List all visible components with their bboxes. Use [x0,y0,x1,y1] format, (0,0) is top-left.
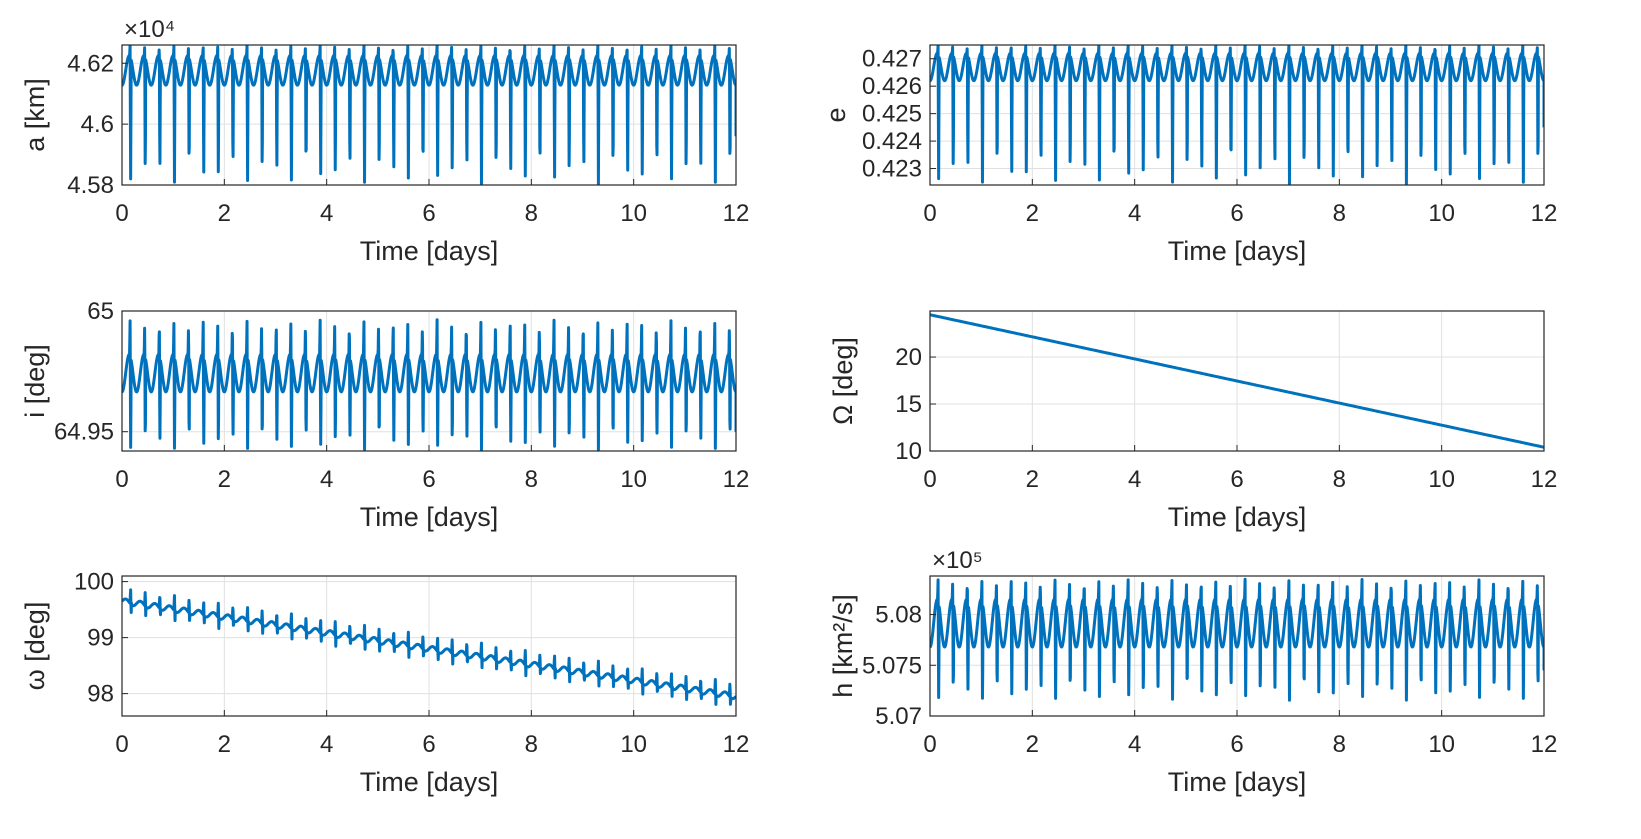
x-tick-label: 4 [320,731,333,758]
y-tick-label: 65 [87,298,114,325]
y-axis-label: Ω [deg] [828,337,858,425]
x-tick-label: 8 [1333,200,1346,227]
y-tick-label: 4.62 [67,50,114,77]
x-tick-label: 12 [723,200,750,227]
x-tick-label: 6 [422,731,435,758]
x-tick-label: 4 [1128,466,1141,493]
x-axis-label: Time [days] [1168,236,1307,266]
x-tick-label: 12 [1531,200,1558,227]
y-axis-label: ω [deg] [20,602,50,691]
x-tick-label: 2 [1026,731,1039,758]
subplot-6: 0 2 4 6 8 10 12 5.07 5.075 5.08 Time [days] h [km²/… [828,547,1557,797]
series-line [122,318,736,451]
series-line [930,577,1544,702]
y-tick-label: 4.58 [67,172,114,199]
y-tick-label: 64.95 [54,419,114,446]
y-tick-label: 0.425 [862,101,922,128]
y-axis-label: i [deg] [20,344,50,418]
series-line [122,45,736,185]
y-tick-label: 0.423 [862,156,922,183]
x-tick-label: 12 [1531,731,1558,758]
x-tick-label: 2 [1026,200,1039,227]
x-tick-label: 2 [218,200,231,227]
y-tick-label: 0.424 [862,128,922,155]
x-tick-label: 10 [1428,466,1455,493]
x-axis-label: Time [days] [360,767,499,797]
y-tick-label: 98 [87,681,114,708]
y-tick-label: 5.08 [875,602,922,629]
x-tick-label: 8 [1333,731,1346,758]
series-line [930,313,1544,449]
y-tick-label: 0.427 [862,46,922,73]
y-tick-label: 15 [895,391,922,418]
x-tick-label: 6 [422,466,435,493]
x-tick-label: 10 [620,466,647,493]
x-tick-label: 6 [422,200,435,227]
x-axis-label: Time [days] [1168,502,1307,532]
x-tick-label: 2 [218,731,231,758]
series-line [930,45,1544,185]
x-tick-label: 0 [115,731,128,758]
x-tick-label: 8 [525,731,538,758]
y-tick-label: 20 [895,344,922,371]
x-tick-label: 12 [1531,466,1558,493]
x-tick-label: 4 [320,200,333,227]
x-tick-label: 10 [620,731,647,758]
y-tick-label: 0.426 [862,73,922,100]
x-tick-label: 0 [115,200,128,227]
y-tick-label: 5.07 [875,703,922,730]
y-exponent-label: ×10⁴ [124,16,175,43]
x-tick-label: 12 [723,731,750,758]
subplot-5: 0 2 4 6 8 10 12 98 99 100 Time [days] ω [deg] [20,569,749,797]
y-axis-label: e [821,107,851,122]
x-tick-label: 2 [1026,466,1039,493]
x-tick-label: 4 [1128,200,1141,227]
x-tick-label: 0 [115,466,128,493]
series-line [122,588,736,706]
subplot-1: 0 2 4 6 8 10 12 4.58 4.6 4.62 Time [days] a [km] ×10… [20,16,749,266]
y-exponent-label: ×10⁵ [932,547,983,574]
x-tick-label: 0 [923,731,936,758]
x-tick-label: 12 [723,466,750,493]
subplot-4: 0 2 4 6 8 10 12 10 15 20 Time [days] Ω [deg] [828,310,1558,532]
x-tick-label: 0 [923,200,936,227]
x-tick-label: 10 [1428,731,1455,758]
x-tick-label: 0 [923,466,936,493]
x-tick-label: 6 [1230,200,1243,227]
x-tick-label: 8 [1333,466,1346,493]
y-tick-label: 100 [74,569,114,596]
y-axis-label: a [km] [20,78,50,152]
x-tick-label: 4 [320,466,333,493]
x-tick-label: 8 [525,466,538,493]
x-tick-label: 2 [218,466,231,493]
x-axis-label: Time [days] [1168,767,1307,797]
x-tick-label: 4 [1128,731,1141,758]
y-tick-label: 5.075 [862,652,922,679]
x-axis-label: Time [days] [360,236,499,266]
x-axis-label: Time [days] [360,502,499,532]
y-tick-label: 10 [895,438,922,465]
subplot-3: 0 2 4 6 8 10 12 64.95 65 Time [days] i [deg] [20,298,749,532]
x-tick-label: 6 [1230,466,1243,493]
x-tick-label: 8 [525,200,538,227]
x-tick-label: 6 [1230,731,1243,758]
x-tick-label: 10 [620,200,647,227]
y-tick-label: 4.6 [81,111,114,138]
y-axis-label: h [km²/s] [828,594,858,698]
x-tick-label: 10 [1428,200,1455,227]
y-tick-label: 99 [87,625,114,652]
